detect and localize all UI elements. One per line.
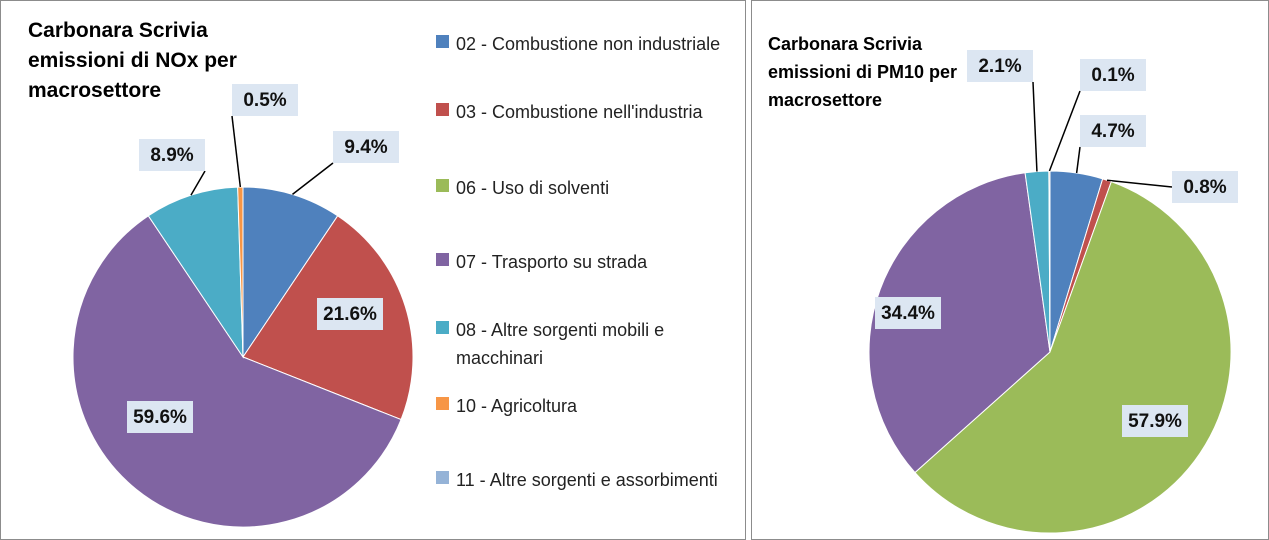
legend-label: 11 - Altre sorgenti e assorbimenti	[456, 470, 718, 490]
legend-swatch	[436, 471, 449, 484]
label-box	[139, 139, 205, 171]
data-label: 34.4%	[881, 303, 935, 324]
leader-line	[231, 115, 242, 188]
data-label: 0.8%	[1183, 177, 1226, 198]
label-box	[1172, 171, 1238, 203]
label-box	[967, 50, 1033, 82]
legend-swatch	[436, 179, 449, 192]
legend-swatch	[436, 321, 449, 334]
legend-item: 02 - Combustione non industriale	[436, 30, 736, 58]
label-box	[127, 401, 193, 433]
chart-title: Carbonara Scrivia emissioni di NOx per m…	[28, 19, 237, 102]
label-box	[1122, 405, 1188, 437]
leader-line	[292, 162, 334, 195]
leader-line	[1048, 90, 1081, 172]
legend-item: 03 - Combustione nell'industria	[436, 98, 736, 126]
legend-swatch	[436, 103, 449, 116]
leader-line	[190, 170, 206, 196]
legend-label: 08 - Altre sorgenti mobili e macchinari	[456, 320, 665, 368]
leader-line	[1075, 146, 1081, 174]
legend-item: 10 - Agricoltura	[436, 392, 736, 420]
data-label: 2.1%	[978, 56, 1021, 77]
legend-label: 10 - Agricoltura	[456, 396, 578, 416]
data-label: 4.7%	[1091, 121, 1134, 142]
chart-title: Carbonara Scrivia emissioni di PM10 per …	[768, 34, 958, 110]
data-label: 8.9%	[150, 145, 193, 166]
data-label: 0.5%	[243, 90, 286, 111]
data-label: 59.6%	[133, 407, 187, 428]
label-box	[1080, 115, 1146, 147]
data-label: 57.9%	[1128, 411, 1182, 432]
label-box	[317, 298, 383, 330]
legend-item: 08 - Altre sorgenti mobili e macchinari	[436, 316, 736, 372]
legend-swatch	[436, 35, 449, 48]
pie-slice	[914, 181, 1232, 534]
label-box	[232, 84, 298, 116]
leader-line	[1106, 179, 1173, 188]
pie-slice	[147, 186, 244, 359]
legend-label: 07 - Trasporto su strada	[456, 252, 648, 272]
label-box	[1080, 59, 1146, 91]
legend-swatch	[436, 397, 449, 410]
legend-item: 06 - Uso di solventi	[436, 174, 736, 202]
legend-item: 11 - Altre sorgenti e assorbimenti	[436, 466, 736, 494]
data-label: 9.4%	[344, 137, 387, 158]
pie-slice	[72, 215, 402, 528]
legend-label: 03 - Combustione nell'industria	[456, 102, 703, 122]
legend-swatch	[436, 253, 449, 266]
data-label: 21.6%	[323, 304, 377, 325]
leader-line	[1032, 81, 1038, 172]
legend-label: 02 - Combustione non industriale	[456, 34, 721, 54]
pie-slice	[868, 172, 1051, 474]
label-box	[333, 131, 399, 163]
legend-label: 06 - Uso di solventi	[456, 178, 610, 198]
label-box	[875, 297, 941, 329]
data-label: 0.1%	[1091, 65, 1134, 86]
legend-item: 07 - Trasporto su strada	[436, 248, 736, 276]
